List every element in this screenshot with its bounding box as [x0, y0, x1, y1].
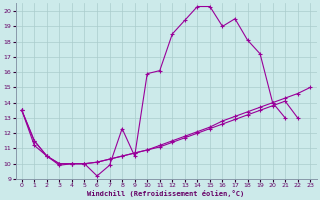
- X-axis label: Windchill (Refroidissement éolien,°C): Windchill (Refroidissement éolien,°C): [87, 190, 245, 197]
